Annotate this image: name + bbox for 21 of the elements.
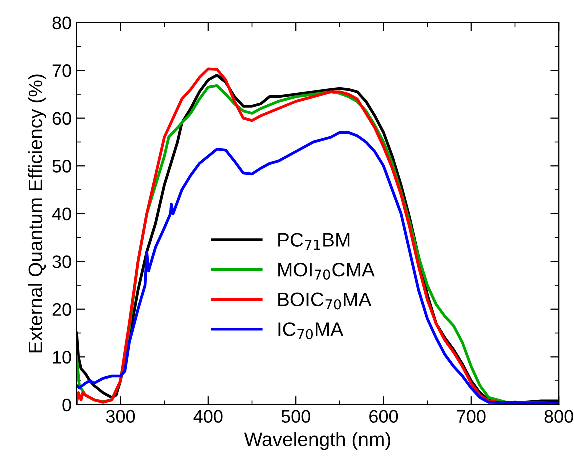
y-tick-label: 0 <box>62 398 72 412</box>
x-axis-title: Wavelength (nm) <box>244 432 390 450</box>
y-tick-label: 60 <box>52 112 72 126</box>
y-tick-label: 80 <box>52 16 72 30</box>
y-tick-label: 40 <box>52 208 72 221</box>
legend-label: BOIC$_{70}$MA <box>278 292 372 310</box>
legend-label: MOI$_{70}$CMA <box>278 262 375 280</box>
x-tick-label: 500 <box>282 410 310 424</box>
x-tick-label: 400 <box>194 410 223 424</box>
y-tick-label: 10 <box>53 351 72 364</box>
y-tick-label: 30 <box>52 256 72 268</box>
y-axis-title: External Quantum Efficiency (%) <box>28 74 46 353</box>
y-tick-label: 50 <box>52 160 72 173</box>
legend-label: IC$_{70}$MA <box>278 322 344 340</box>
x-tick-label: 300 <box>106 410 136 424</box>
x-tick-label: 700 <box>457 410 486 424</box>
x-tick-label: 600 <box>370 410 398 424</box>
y-tick-label: 20 <box>52 303 72 316</box>
x-tick-label: 800 <box>544 410 574 424</box>
y-tick-label: 70 <box>52 64 72 78</box>
legend-label: PC$_{71}$BM <box>278 233 350 250</box>
